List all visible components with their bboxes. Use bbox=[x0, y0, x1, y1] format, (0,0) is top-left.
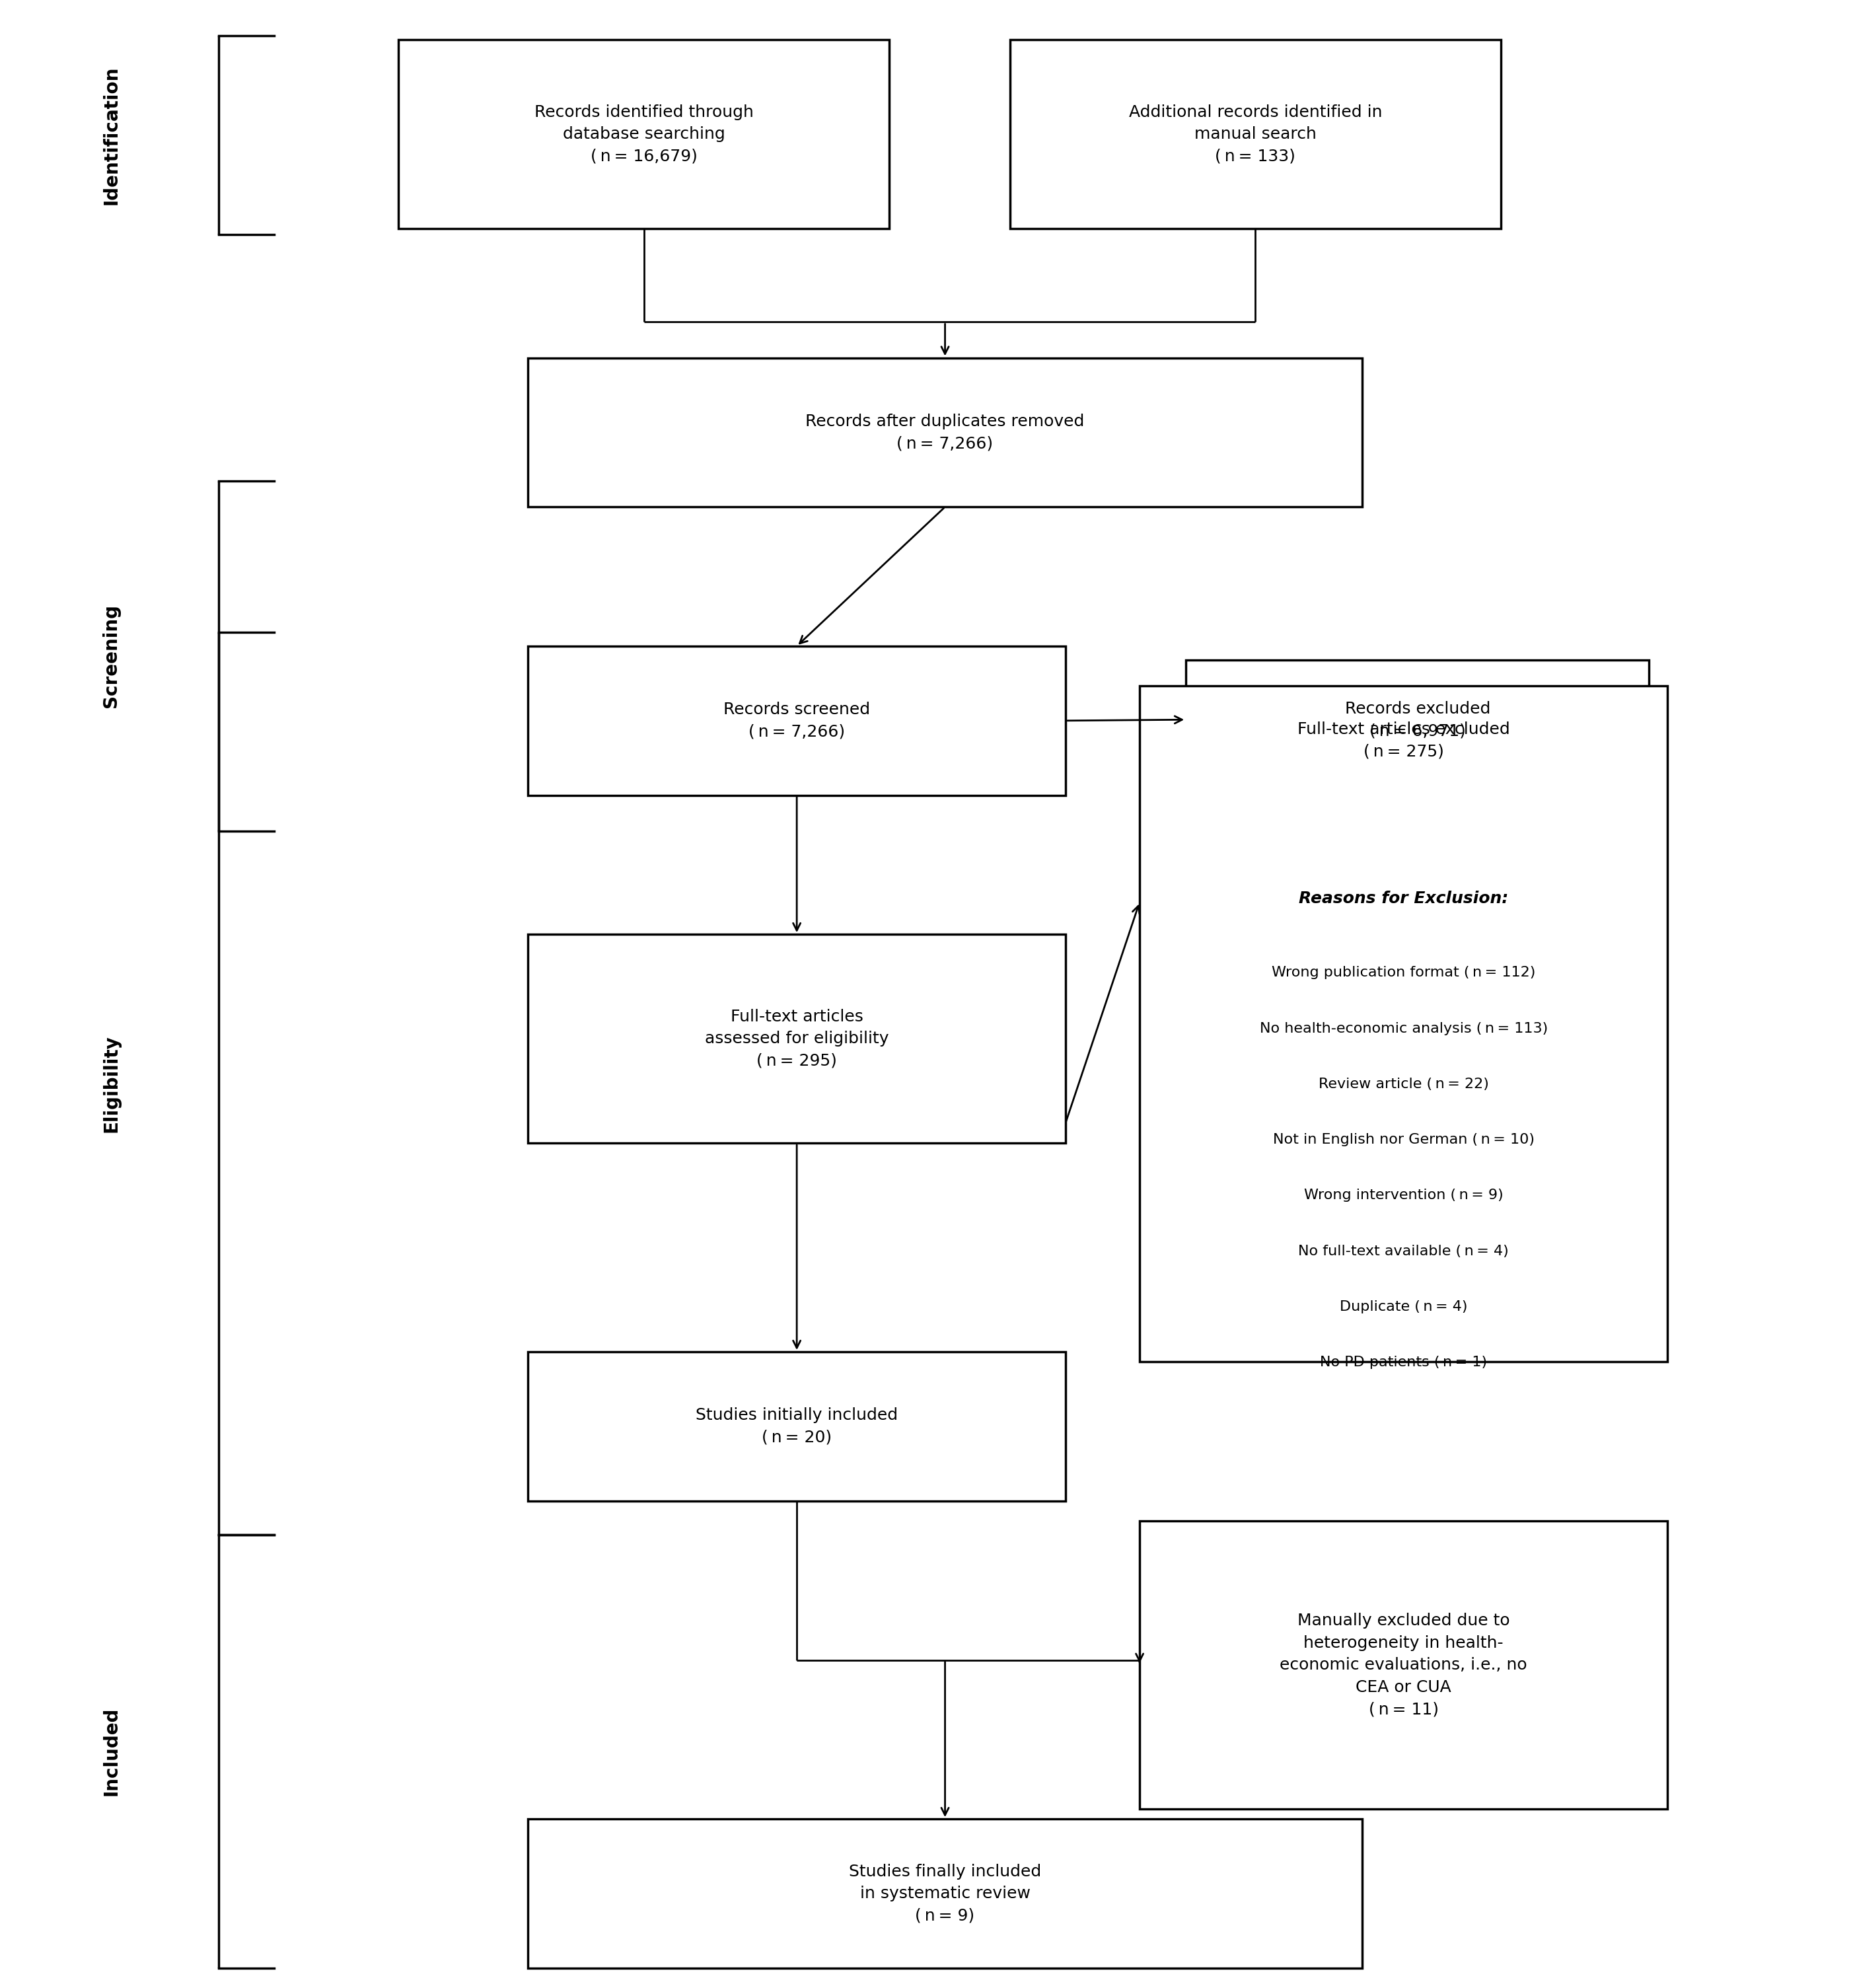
Text: Full-text articles
assessed for eligibility
( n = 295): Full-text articles assessed for eligibil… bbox=[704, 1008, 889, 1070]
FancyBboxPatch shape bbox=[1140, 1521, 1668, 1809]
Text: Eligibility: Eligibility bbox=[102, 1034, 120, 1133]
FancyBboxPatch shape bbox=[1186, 660, 1649, 779]
Text: No health-economic analysis ( n = 113): No health-economic analysis ( n = 113) bbox=[1260, 1022, 1547, 1036]
Text: Records after duplicates removed
( n = 7,266): Records after duplicates removed ( n = 7… bbox=[806, 414, 1084, 451]
Text: Wrong intervention ( n = 9): Wrong intervention ( n = 9) bbox=[1305, 1189, 1503, 1203]
Text: No full-text available ( n = 4): No full-text available ( n = 4) bbox=[1299, 1244, 1508, 1258]
Text: Reasons for Exclusion:: Reasons for Exclusion: bbox=[1299, 891, 1508, 907]
Text: Studies initially included
( n = 20): Studies initially included ( n = 20) bbox=[695, 1408, 899, 1445]
FancyBboxPatch shape bbox=[528, 646, 1065, 795]
FancyBboxPatch shape bbox=[528, 358, 1362, 507]
FancyBboxPatch shape bbox=[1010, 40, 1501, 229]
Text: Studies finally included
in systematic review
( n = 9): Studies finally included in systematic r… bbox=[849, 1863, 1041, 1924]
Text: Additional records identified in
manual search
( n = 133): Additional records identified in manual … bbox=[1128, 103, 1382, 165]
Text: Screening: Screening bbox=[102, 604, 120, 708]
Text: Review article ( n = 22): Review article ( n = 22) bbox=[1319, 1077, 1488, 1091]
FancyBboxPatch shape bbox=[1140, 686, 1668, 1362]
FancyBboxPatch shape bbox=[528, 1352, 1065, 1501]
Text: Identification: Identification bbox=[102, 66, 120, 205]
Text: Records identified through
database searching
( n = 16,679): Records identified through database sear… bbox=[534, 103, 754, 165]
Text: No PD patients ( n = 1): No PD patients ( n = 1) bbox=[1319, 1356, 1488, 1370]
Text: Records screened
( n = 7,266): Records screened ( n = 7,266) bbox=[723, 702, 871, 740]
FancyBboxPatch shape bbox=[528, 1819, 1362, 1968]
Text: Included: Included bbox=[102, 1708, 120, 1795]
Text: Records excluded
( n = 6,971): Records excluded ( n = 6,971) bbox=[1345, 700, 1490, 740]
Text: Wrong publication format ( n = 112): Wrong publication format ( n = 112) bbox=[1271, 966, 1536, 980]
Text: Manually excluded due to
heterogeneity in health-
economic evaluations, i.e., no: Manually excluded due to heterogeneity i… bbox=[1280, 1612, 1527, 1718]
FancyBboxPatch shape bbox=[398, 40, 889, 229]
Text: Not in English nor German ( n = 10): Not in English nor German ( n = 10) bbox=[1273, 1133, 1534, 1147]
FancyBboxPatch shape bbox=[528, 934, 1065, 1143]
Text: Duplicate ( n = 4): Duplicate ( n = 4) bbox=[1340, 1300, 1468, 1314]
Text: Full-text articles excluded
( n = 275): Full-text articles excluded ( n = 275) bbox=[1297, 722, 1510, 759]
